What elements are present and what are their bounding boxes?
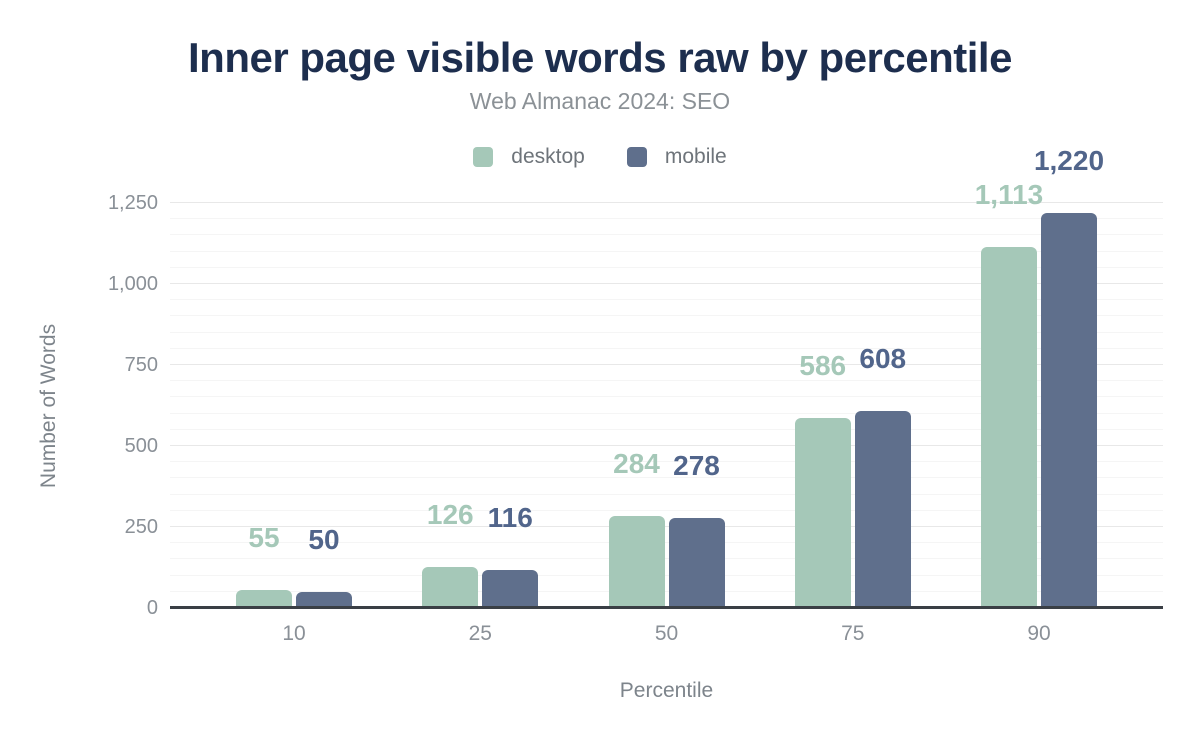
gridline-minor (170, 428, 1163, 430)
legend-swatch-mobile (626, 147, 647, 167)
gridline-minor (170, 299, 1163, 301)
bar-mobile-50 (668, 517, 725, 608)
bar-desktop-25 (422, 567, 479, 608)
gridline-minor (170, 461, 1163, 463)
y-tick-label-0: 0 (146, 597, 158, 619)
bar-mobile-10 (296, 591, 352, 608)
bar-desktop-90 (981, 247, 1037, 608)
bar-value-label-desktop-50: 284 (613, 447, 660, 479)
gridline-major (170, 283, 1163, 284)
bar-mobile-90 (1041, 212, 1097, 608)
bar-value-label-mobile-75: 608 (859, 343, 907, 375)
y-tick-label-750: 750 (124, 354, 158, 376)
bar-value-label-desktop-25: 126 (426, 499, 474, 531)
gridline-minor (170, 558, 1163, 560)
gridline-minor (170, 396, 1163, 398)
legend-label-mobile: mobile (664, 145, 727, 168)
gridline-minor (170, 477, 1163, 479)
gridline-major (170, 202, 1163, 203)
chart-subtitle: Web Almanac 2024: SEO (469, 88, 731, 114)
y-tick-label-1250: 1,250 (107, 192, 158, 214)
x-tick-label-90: 90 (1027, 622, 1051, 645)
gridline-major (170, 445, 1163, 446)
bar-value-label-desktop-90: 1,113 (974, 179, 1044, 211)
plot-area: 55 50 126 116 284 278 586 608 1,113 1,220 (170, 145, 1163, 609)
legend-item-mobile: mobile (626, 145, 727, 169)
y-tick-label-1000: 1,000 (107, 273, 158, 295)
gridline-major (170, 526, 1163, 527)
x-axis-title: Percentile (619, 679, 714, 702)
x-tick-label-75: 75 (841, 622, 865, 645)
gridline-minor (170, 574, 1163, 576)
legend-swatch-desktop (473, 147, 494, 167)
x-tick-label-10: 10 (282, 622, 306, 645)
gridline-minor (170, 509, 1163, 511)
gridline-major (170, 364, 1163, 365)
gridline-minor (170, 218, 1163, 220)
gridline-minor (170, 542, 1163, 544)
gridline-minor (170, 234, 1163, 236)
gridline-minor (170, 590, 1163, 592)
gridline-minor (170, 493, 1163, 495)
bar-value-label-mobile-90: 1,220 (1033, 144, 1105, 176)
gridline-minor (170, 412, 1163, 414)
x-tick-label-25: 25 (468, 622, 492, 645)
y-axis-title: Number of Words (37, 323, 60, 489)
x-tick-label-50: 50 (654, 622, 679, 645)
x-axis-line (170, 606, 1163, 609)
gridline-minor (170, 266, 1163, 268)
bar-value-label-desktop-10: 55 (248, 522, 280, 554)
y-tick-label-250: 250 (124, 516, 158, 538)
bar-mobile-75 (854, 411, 911, 608)
bar-value-label-mobile-25: 116 (487, 502, 533, 534)
chart-title: Inner page visible words raw by percenti… (188, 34, 1012, 81)
gridline-minor (170, 315, 1163, 317)
bar-value-label-mobile-10: 50 (308, 523, 340, 555)
bar-desktop-50 (608, 515, 665, 608)
legend-label-desktop: desktop (511, 145, 585, 168)
bar-value-label-mobile-50: 278 (673, 449, 720, 481)
bar-desktop-75 (794, 418, 851, 608)
y-tick-label-500: 500 (124, 435, 158, 457)
bar-value-label-desktop-75: 586 (799, 350, 847, 382)
bar-mobile-25 (482, 570, 539, 608)
gridline-minor (170, 331, 1163, 333)
gridline-minor (170, 250, 1163, 252)
bar-desktop-10 (236, 590, 292, 608)
legend: desktop mobile (0, 145, 1200, 169)
legend-item-desktop: desktop (473, 145, 585, 169)
gridline-minor (170, 347, 1163, 349)
gridline-minor (170, 380, 1163, 382)
